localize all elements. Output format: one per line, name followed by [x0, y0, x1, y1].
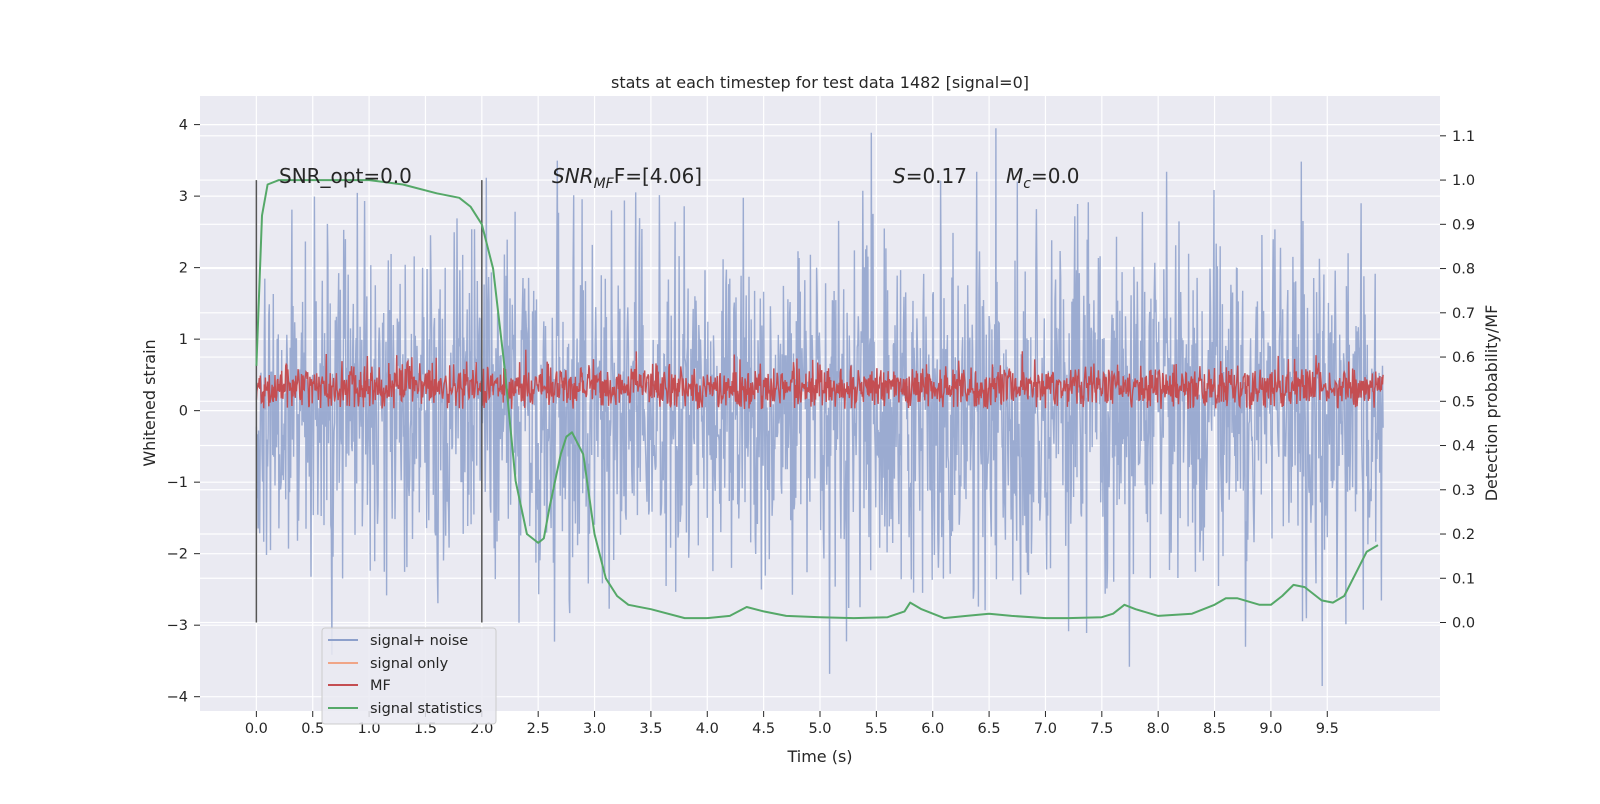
y-tick-labels: 4 3 2 1 0 −1 −2 −3 −4 — [167, 118, 200, 706]
mc-annotation: Mc=0.0 — [1006, 164, 1080, 192]
s-annotation: S=0.17 — [893, 164, 967, 188]
legend-label-signal-noise: signal+ noise — [370, 633, 468, 649]
y-tick-label: 2 — [179, 261, 188, 277]
mf-line — [255, 349, 1384, 410]
y2-tick-label: 0.3 — [1452, 483, 1475, 499]
signal-noise-series — [255, 128, 1384, 687]
y-tick-label: 4 — [179, 118, 188, 134]
legend: signal+ noise signal only MF signal stat… — [321, 627, 497, 725]
x-tick-label: 9.5 — [1316, 721, 1339, 737]
x-tick-label: 8.0 — [1147, 721, 1170, 737]
y-tick-label: −1 — [167, 475, 188, 491]
y-tick-label: 0 — [179, 404, 188, 420]
x-tick-label: 3.0 — [583, 721, 606, 737]
legend-label-mf: MF — [370, 678, 391, 694]
y2-tick-label: 1.0 — [1452, 173, 1475, 189]
y-tick-label: −4 — [167, 690, 188, 706]
signal-noise-line — [255, 128, 1384, 687]
x-tick-label: 2.0 — [470, 721, 493, 737]
x-tick-label: 4.0 — [696, 721, 719, 737]
x-tick-label: 4.5 — [752, 721, 775, 737]
y2-tick-label: 0.5 — [1452, 394, 1475, 410]
y2-tick-label: 1.1 — [1452, 129, 1475, 145]
x-tick-label: 7.0 — [1034, 721, 1057, 737]
signal-statistics-series — [255, 179, 1379, 620]
y2-tick-label: 0.7 — [1452, 306, 1475, 322]
x-tick-label: 5.5 — [865, 721, 888, 737]
y2-tick-label: 0.6 — [1452, 350, 1475, 366]
x-tick-label: 8.5 — [1203, 721, 1226, 737]
x-tick-label: 1.0 — [358, 721, 381, 737]
snr-mf-sub: MF — [594, 176, 615, 192]
y2-tick-label: 0.1 — [1452, 571, 1475, 587]
snr-mf-rest: F=[4.06] — [614, 164, 702, 188]
s-base: S — [893, 164, 906, 188]
mc-rest: =0.0 — [1031, 164, 1080, 188]
snr-opt-annotation: SNR_opt=0.0 — [279, 164, 412, 188]
x-tick-label: 5.0 — [808, 721, 831, 737]
mf-series — [255, 349, 1384, 410]
y2-tick-label: 0.2 — [1452, 527, 1475, 543]
x-tick-label: 0.5 — [301, 721, 324, 737]
legend-box — [321, 627, 497, 725]
x-tick-label: 6.0 — [921, 721, 944, 737]
y2-tick-labels: 1.1 1.0 0.9 0.8 0.7 0.6 0.5 0.4 0.3 0.2 0.1 0.0 — [1440, 129, 1475, 632]
y2-tick-label: 0.0 — [1452, 616, 1475, 632]
y-tick-label: 3 — [179, 189, 188, 205]
y2-tick-label: 0.4 — [1452, 439, 1475, 455]
mc-base: M — [1006, 164, 1023, 188]
x-tick-label: 2.5 — [527, 721, 550, 737]
signal-statistics-line — [255, 179, 1379, 620]
x-axis-label: Time (s) — [786, 747, 852, 766]
legend-label-signal-statistics: signal statistics — [370, 701, 482, 717]
snr-mf-annotation: SNRMFF=[4.06] — [552, 164, 702, 192]
vertical-markers — [255, 180, 483, 623]
chart-title: stats at each timestep for test data 148… — [611, 73, 1029, 92]
x-tick-label: 0.0 — [245, 721, 268, 737]
y-tick-label: −3 — [167, 618, 188, 634]
mc-sub: c — [1023, 176, 1031, 192]
y2-tick-label: 0.8 — [1452, 262, 1475, 278]
x-tick-label: 1.5 — [414, 721, 437, 737]
y2-axis-label: Detection probability/MF — [1482, 305, 1501, 502]
y-tick-label: −2 — [167, 547, 188, 563]
x-tick-label: 9.0 — [1259, 721, 1282, 737]
x-tick-labels: 0.0 0.5 1.0 1.5 2.0 2.5 3.0 3.5 4.0 4.5 5.0 5.5 6.0 6… — [245, 711, 1339, 737]
x-tick-label: 7.5 — [1090, 721, 1113, 737]
x-tick-label: 6.5 — [978, 721, 1001, 737]
legend-label-signal-only: signal only — [370, 656, 449, 672]
y-axis-label: Whitened strain — [140, 339, 159, 466]
x-tick-label: 3.5 — [639, 721, 662, 737]
y-tick-label: 1 — [179, 332, 188, 348]
y2-tick-label: 0.9 — [1452, 217, 1475, 233]
s-rest: =0.17 — [906, 164, 967, 188]
snr-mf-base: SNR — [552, 164, 594, 188]
